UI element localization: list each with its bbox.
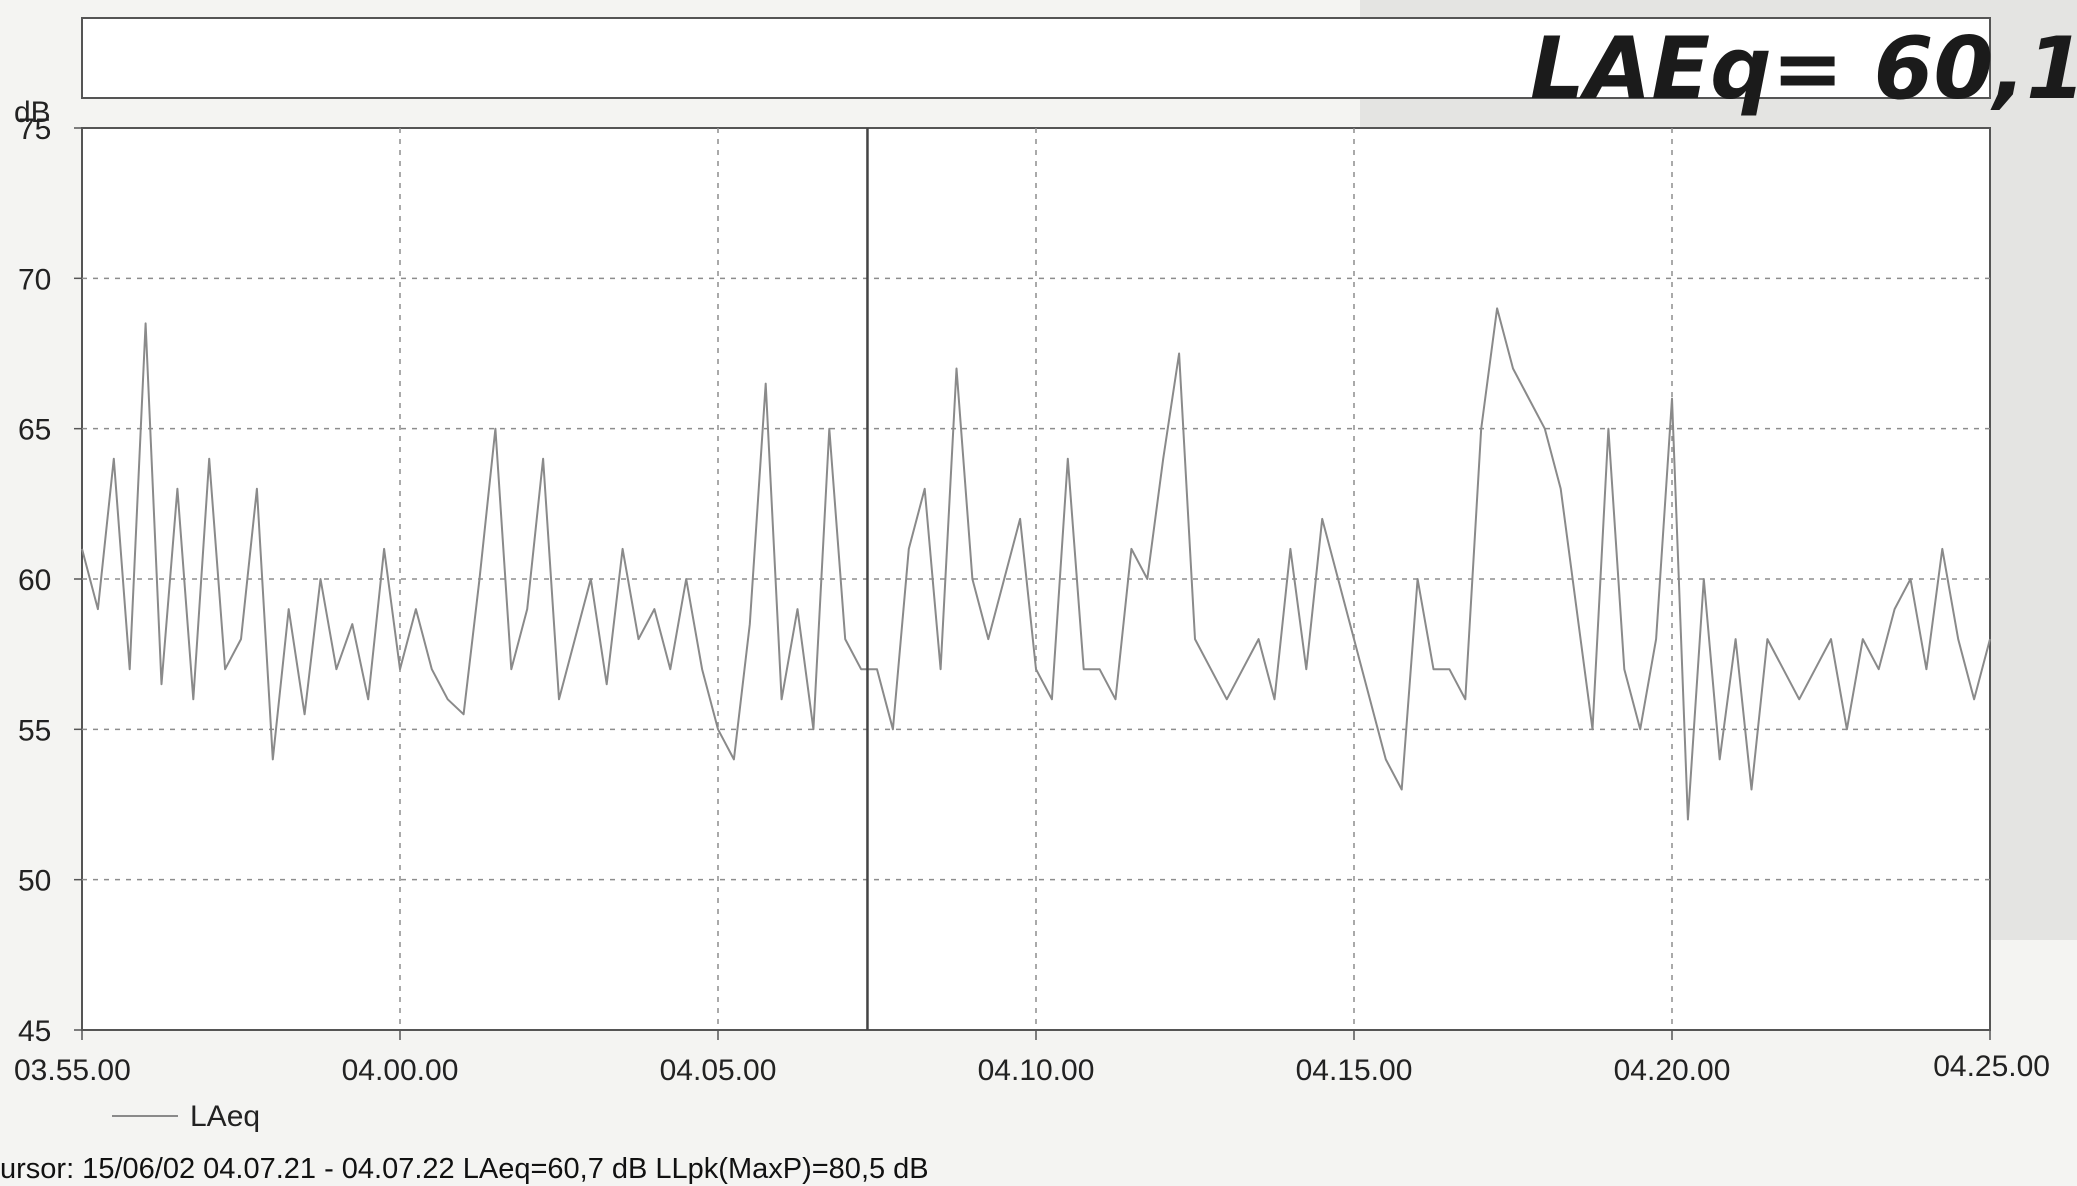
x-tick-label: 04.05.00	[660, 1054, 777, 1087]
x-axis: 03.55.00 04.00.00 04.05.00 04.10.00 04.15.00…	[14, 1030, 2050, 1087]
y-unit-label: dB	[14, 96, 51, 129]
grid-layer	[82, 128, 1990, 1030]
y-tick-label: 55	[18, 714, 51, 747]
x-tick-label: 04.10.00	[978, 1054, 1095, 1087]
x-tick-label: 04.15.00	[1296, 1054, 1413, 1087]
y-axis: 45 50 55 60 65 70 75	[18, 113, 82, 1048]
x-tick-label: 03.55.00	[14, 1054, 131, 1087]
y-tick-label: 70	[18, 263, 51, 296]
series-line-laeq	[81, 307, 1991, 821]
handwritten-annotation: LAEq= 60,1dB	[1530, 19, 2077, 119]
y-tick-label: 65	[18, 414, 51, 447]
x-tick-label: 04.25.00	[1933, 1050, 2050, 1083]
y-tick-label: 45	[18, 1015, 51, 1048]
y-tick-label: 50	[18, 865, 51, 898]
series-layer	[81, 307, 1991, 821]
x-tick-label: 04.00.00	[342, 1054, 459, 1087]
cursor-status-text: ursor: 15/06/02 04.07.21 - 04.07.22 LAeq…	[0, 1153, 929, 1185]
legend-label: LAeq	[190, 1100, 260, 1133]
y-tick-label: 60	[18, 564, 51, 597]
y-tick-label: 75	[18, 113, 51, 146]
x-tick-label: 04.20.00	[1614, 1054, 1731, 1087]
top-strip-box	[81, 17, 1991, 99]
